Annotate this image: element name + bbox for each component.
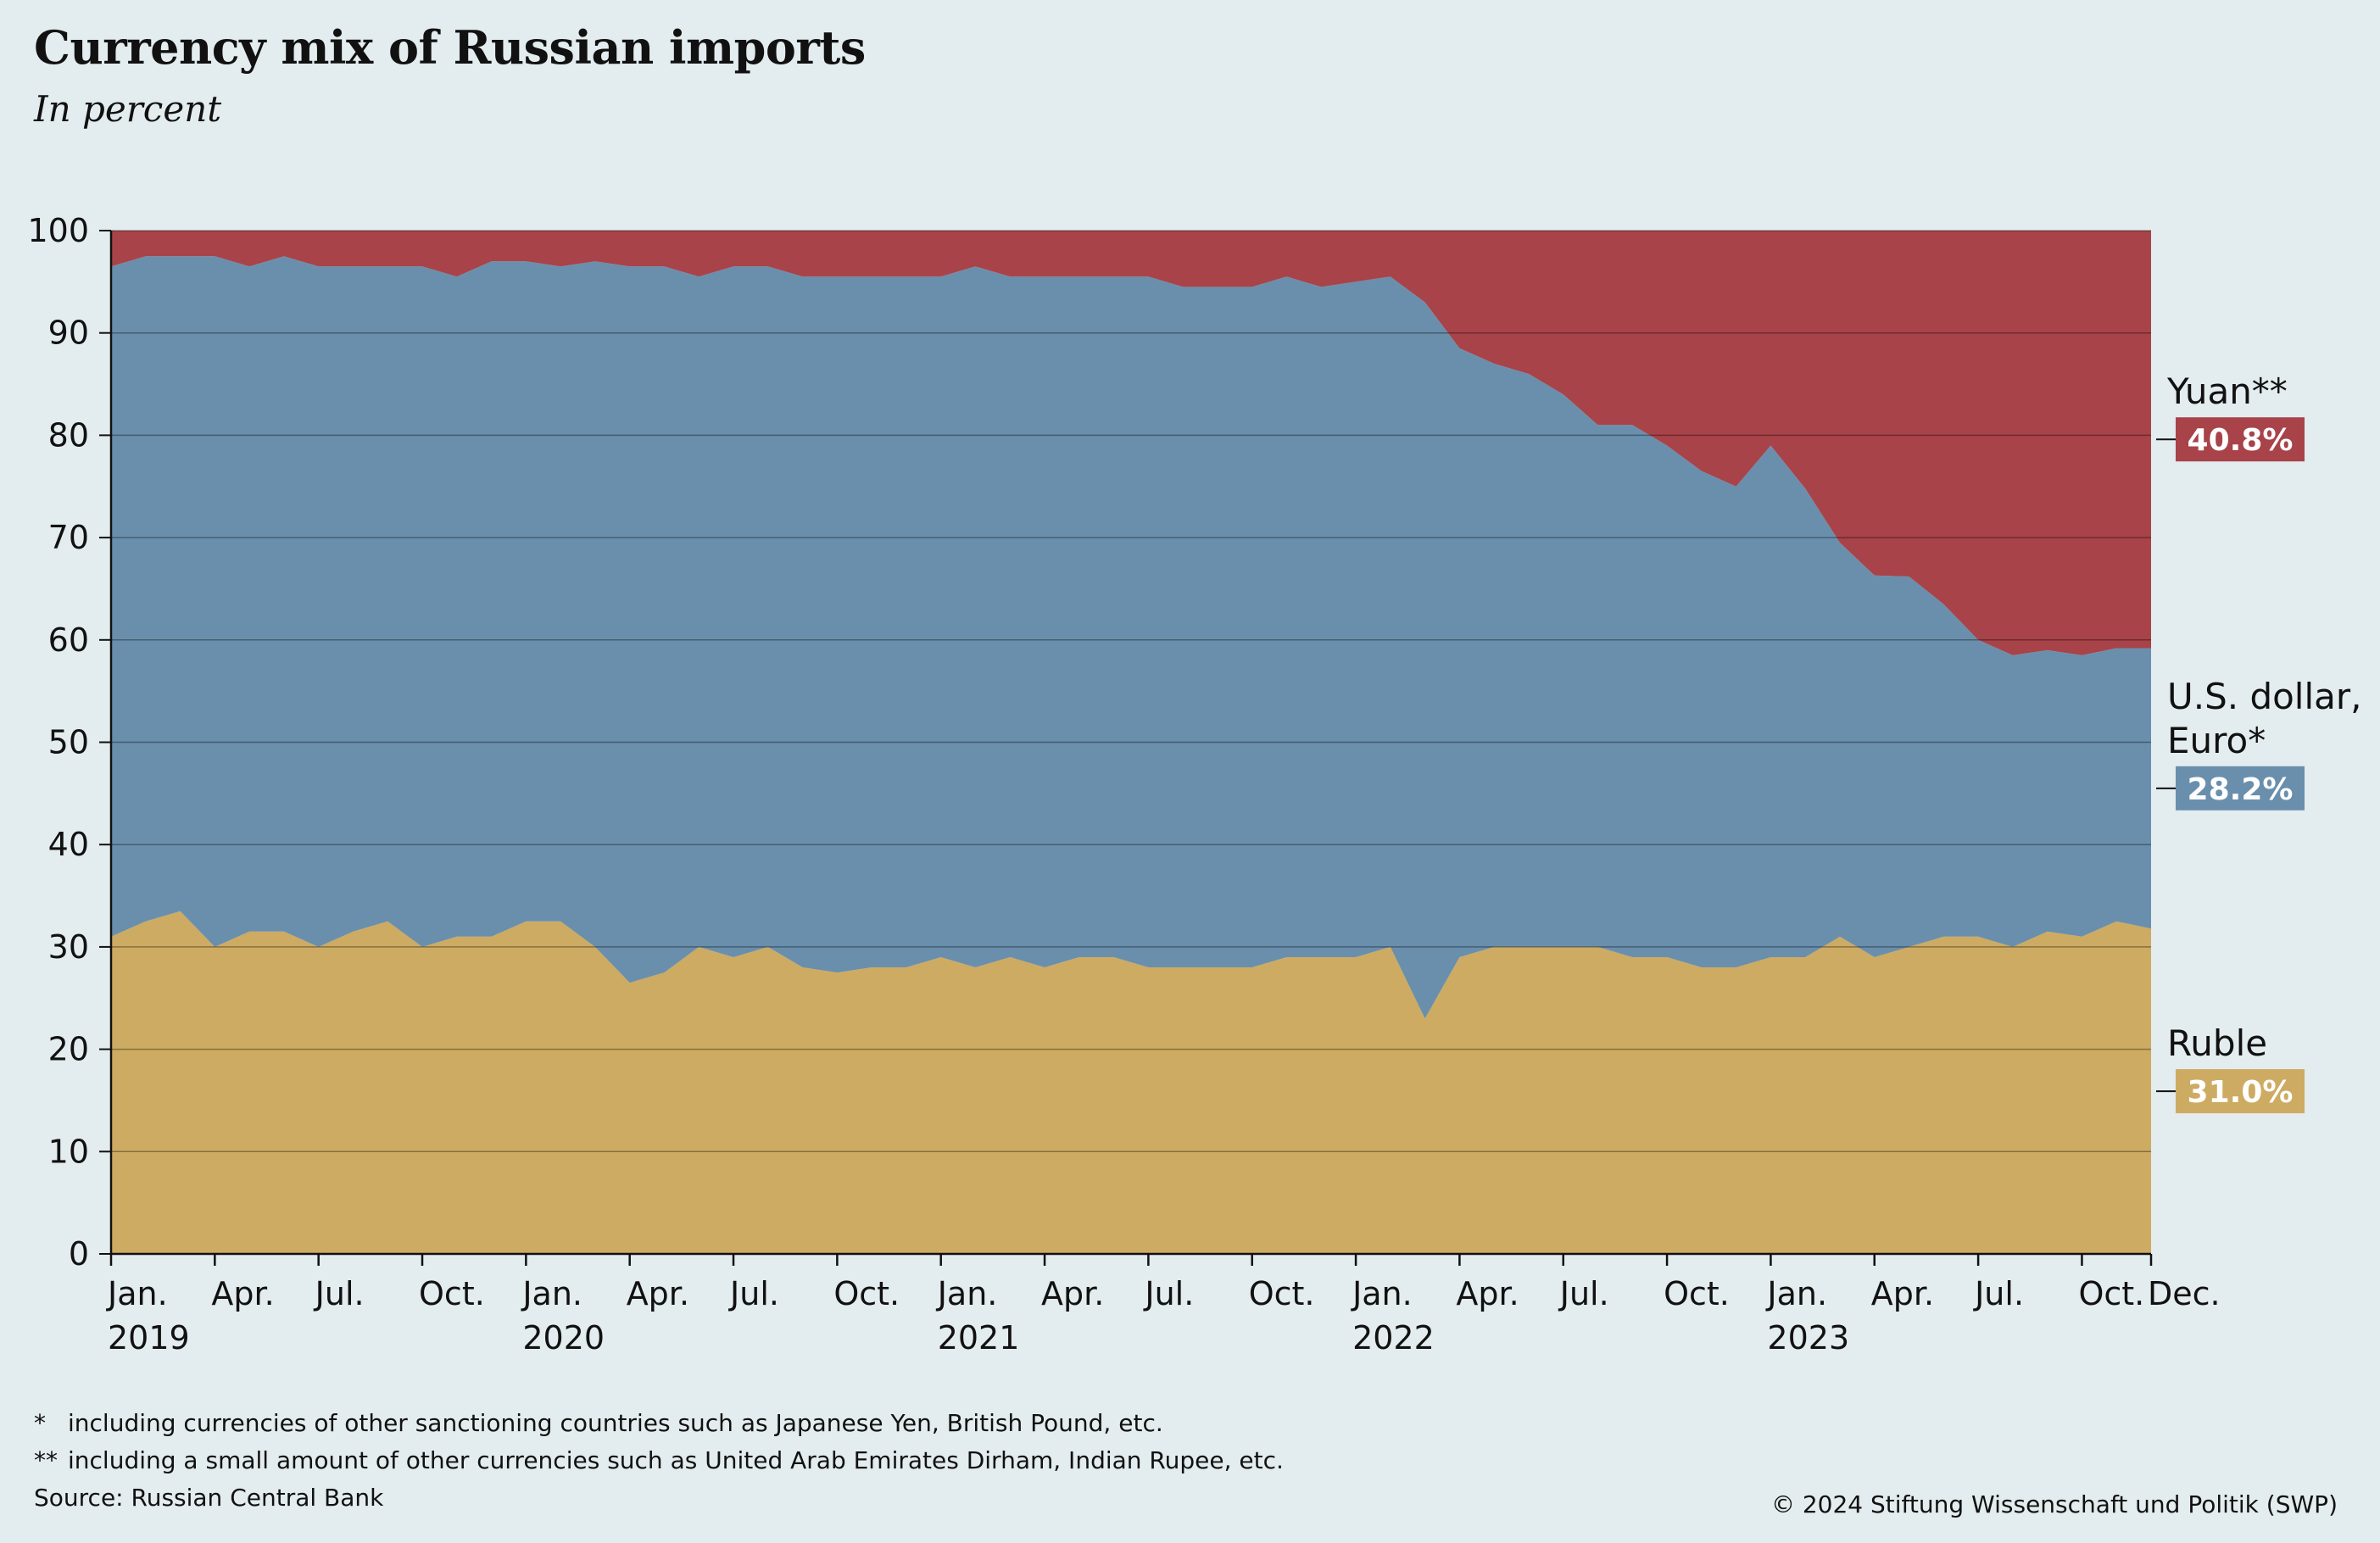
footnote-2: ** including a small amount of other curr… <box>34 1446 1284 1474</box>
footnote-1-text: including currencies of other sanctionin… <box>68 1409 1163 1437</box>
source-note: Source: Russian Central Bank <box>34 1484 384 1512</box>
series-name-label: Euro* <box>2167 720 2266 761</box>
footnote-1-mark: * <box>34 1409 46 1437</box>
x-tick-label: Jan. <box>521 1275 582 1312</box>
y-tick-label: 80 <box>48 416 89 454</box>
x-tick-label: Apr. <box>1871 1275 1934 1312</box>
y-tick-label: 50 <box>48 724 89 761</box>
x-tick-label: Apr. <box>1456 1275 1519 1312</box>
y-tick-label: 40 <box>48 826 89 863</box>
x-tick-label: Oct. <box>419 1275 485 1312</box>
x-tick-label: Jul. <box>314 1275 365 1312</box>
x-year-label: 2019 <box>108 1319 190 1356</box>
x-year-label: 2020 <box>522 1319 605 1356</box>
end-value-label: 31.0% <box>2188 1075 2294 1110</box>
x-tick-label: Jul. <box>728 1275 779 1312</box>
x-tick-label: Oct. <box>2078 1275 2144 1312</box>
x-tick-label: Jan. <box>1765 1275 1827 1312</box>
x-tick-label: Jan. <box>106 1275 168 1312</box>
x-year-label: 2022 <box>1352 1319 1435 1356</box>
x-tick-label: Oct. <box>1664 1275 1730 1312</box>
end-value-badge <box>2176 766 2305 810</box>
end-value-label: 40.8% <box>2188 423 2294 458</box>
y-tick-label: 100 <box>27 212 89 249</box>
end-value-label: 28.2% <box>2188 772 2294 807</box>
footnote-2-text: including a small amount of other curren… <box>68 1446 1284 1474</box>
y-tick-label: 70 <box>48 519 89 556</box>
x-tick-label: Dec. <box>2148 1275 2221 1312</box>
y-tick-label: 0 <box>69 1235 89 1273</box>
x-tick-label: Apr. <box>1041 1275 1104 1312</box>
y-tick-label: 60 <box>48 621 89 659</box>
area-ruble <box>111 911 2151 1254</box>
x-tick-label: Apr. <box>627 1275 689 1312</box>
footnote-2-mark: ** <box>34 1446 58 1474</box>
y-tick-label: 90 <box>48 315 89 352</box>
x-tick-label: Jul. <box>1558 1275 1609 1312</box>
y-tick-label: 20 <box>48 1031 89 1068</box>
end-value-badge <box>2176 417 2305 462</box>
series-name-label: Yuan** <box>2166 370 2288 412</box>
area-u-s-dollar-euro <box>111 256 2151 1019</box>
x-tick-label: Apr. <box>211 1275 274 1312</box>
y-tick-label: 10 <box>48 1133 89 1170</box>
series-name-label: U.S. dollar, <box>2167 676 2362 717</box>
x-tick-label: Oct. <box>833 1275 900 1312</box>
x-year-label: 2021 <box>938 1319 1020 1356</box>
footnote-1: * including currencies of other sanctioni… <box>34 1409 1163 1437</box>
x-tick-label: Jul. <box>1143 1275 1194 1312</box>
chart-subtitle: In percent <box>34 88 222 130</box>
series-name-label: Ruble <box>2167 1022 2267 1064</box>
x-tick-label: Jan. <box>1351 1275 1413 1312</box>
y-tick-label: 30 <box>48 928 89 966</box>
end-value-badge <box>2176 1069 2305 1114</box>
area-yuan <box>111 231 2151 655</box>
x-year-label: 2023 <box>1767 1319 1849 1356</box>
copyright-note: © 2024 Stiftung Wissenschaft und Politik… <box>1770 1490 2338 1518</box>
x-tick-label: Jul. <box>1973 1275 2024 1312</box>
chart-title: Currency mix of Russian imports <box>34 20 866 75</box>
x-tick-label: Oct. <box>1249 1275 1315 1312</box>
x-tick-label: Jan. <box>936 1275 998 1312</box>
